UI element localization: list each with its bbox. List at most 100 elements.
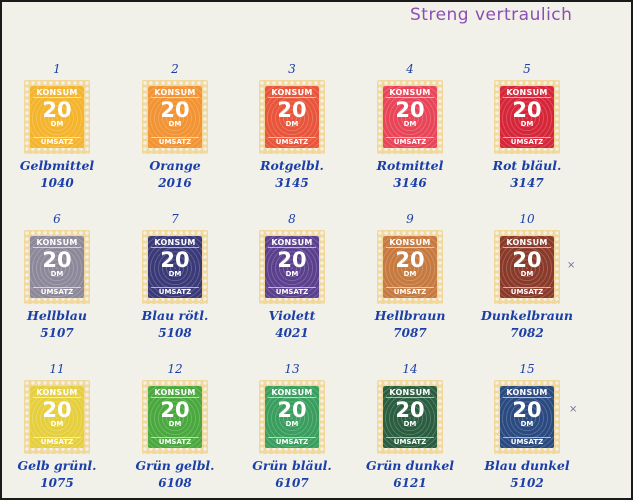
stamp-number: 3 (288, 62, 296, 76)
stamp-catalog-number: 6107 (275, 476, 309, 490)
stamp-number: 2 (171, 62, 179, 76)
stamp-top-text: KONSUM (151, 88, 199, 98)
stamp: KONSUM 20 DM UMSATZ (259, 80, 325, 154)
stamp-color-label: Blau rötl. (141, 308, 209, 323)
stamp-unit: DM (168, 120, 182, 128)
stamp-unit: DM (50, 420, 64, 428)
stamp-face: KONSUM 20 DM UMSATZ (383, 236, 437, 298)
stamp-color-label: Grün gelbl. (135, 458, 215, 473)
stamp-top-text: KONSUM (268, 388, 316, 398)
stamp-number: 14 (402, 362, 418, 376)
stamp-number: 12 (167, 362, 183, 376)
stamp-value: 20 (160, 98, 190, 122)
stamp-value: 20 (395, 98, 425, 122)
stamp-catalog-number: 5102 (510, 476, 544, 490)
stamp-face: KONSUM 20 DM UMSATZ (30, 386, 84, 448)
stamp-face: KONSUM 20 DM UMSATZ (148, 386, 202, 448)
stamp-number: 10 (519, 212, 535, 226)
stamp-bottom-text: UMSATZ (268, 287, 316, 296)
stamp: KONSUM 20 DM UMSATZ (142, 80, 208, 154)
stamp-catalog-number: 7082 (510, 326, 544, 340)
stamp-bottom-text: UMSATZ (386, 287, 434, 296)
stamp: KONSUM 20 DM UMSATZ (377, 230, 443, 304)
stamp-number: 1 (53, 62, 61, 76)
stamp-bottom-text: UMSATZ (151, 287, 199, 296)
stamp-bottom-text: UMSATZ (386, 137, 434, 146)
stamp-top-text: KONSUM (503, 88, 551, 98)
stamp-bottom-text: UMSATZ (151, 437, 199, 446)
stamp-catalog-number: 7087 (393, 326, 427, 340)
stamp-unit: DM (520, 120, 534, 128)
stamp-catalog-number: 3147 (510, 176, 544, 190)
stamp-face: KONSUM 20 DM UMSATZ (265, 86, 319, 148)
stamp-bottom-text: UMSATZ (386, 437, 434, 446)
stamp-top-text: KONSUM (503, 238, 551, 248)
stamp-value: 20 (277, 248, 307, 272)
stamp-unit: DM (50, 120, 64, 128)
stamp-catalog-number: 5108 (158, 326, 192, 340)
stamp: KONSUM 20 DM UMSATZ (24, 230, 90, 304)
pencil-mark: × (567, 260, 576, 271)
stamp-catalog-number: 2016 (158, 176, 192, 190)
stamp-bottom-text: UMSATZ (33, 137, 81, 146)
stamp-color-label: Hellbraun (374, 308, 446, 323)
stamp-value: 20 (512, 248, 542, 272)
stamp-color-label: Rotgelbl. (260, 158, 324, 173)
stamp-unit: DM (403, 270, 417, 278)
stamp-top-text: KONSUM (151, 388, 199, 398)
stamp-top-text: KONSUM (503, 388, 551, 398)
stamp: KONSUM 20 DM UMSATZ (494, 230, 560, 304)
stamp: KONSUM 20 DM UMSATZ (142, 380, 208, 454)
stamp-number: 7 (171, 212, 179, 226)
stamp-value: 20 (160, 398, 190, 422)
stamp-unit: DM (403, 420, 417, 428)
stamp-catalog-number: 4021 (275, 326, 309, 340)
stamp-bottom-text: UMSATZ (33, 437, 81, 446)
stamp-number: 5 (523, 62, 531, 76)
stamp-bottom-text: UMSATZ (151, 137, 199, 146)
stamp-unit: DM (50, 270, 64, 278)
stamp-catalog-number: 5107 (40, 326, 74, 340)
stamp-catalog-number: 3145 (275, 176, 309, 190)
stamp-top-text: KONSUM (386, 388, 434, 398)
stamp-face: KONSUM 20 DM UMSATZ (500, 386, 554, 448)
stamp-color-label: Blau dunkel (484, 458, 570, 473)
stamp-color-label: Grün bläul. (252, 458, 332, 473)
stamp-value: 20 (395, 248, 425, 272)
stamp-color-label: Dunkelbraun (481, 308, 573, 323)
stamp-top-text: KONSUM (268, 238, 316, 248)
stamp-face: KONSUM 20 DM UMSATZ (265, 386, 319, 448)
stamp-face: KONSUM 20 DM UMSATZ (383, 86, 437, 148)
stamp: KONSUM 20 DM UMSATZ (494, 80, 560, 154)
stamp-face: KONSUM 20 DM UMSATZ (500, 236, 554, 298)
stamp-value: 20 (277, 98, 307, 122)
stamp-number: 6 (53, 212, 61, 226)
stamp-top-text: KONSUM (386, 88, 434, 98)
stamp-number: 13 (284, 362, 300, 376)
stamp: KONSUM 20 DM UMSATZ (259, 380, 325, 454)
stamp: KONSUM 20 DM UMSATZ (494, 380, 560, 454)
stamp-unit: DM (168, 270, 182, 278)
stamp-color-label: Violett (268, 308, 316, 323)
stamp-top-text: KONSUM (386, 238, 434, 248)
stamp-bottom-text: UMSATZ (503, 287, 551, 296)
stamp-value: 20 (395, 398, 425, 422)
stamp: KONSUM 20 DM UMSATZ (24, 80, 90, 154)
stamp-number: 15 (519, 362, 535, 376)
stamp-bottom-text: UMSATZ (268, 437, 316, 446)
stamp-value: 20 (277, 398, 307, 422)
stamp-unit: DM (285, 270, 299, 278)
stamp-unit: DM (168, 420, 182, 428)
stamp-unit: DM (520, 270, 534, 278)
stamp-catalog-number: 1075 (40, 476, 74, 490)
stamp-value: 20 (512, 98, 542, 122)
stamp-bottom-text: UMSATZ (503, 437, 551, 446)
stamp-value: 20 (42, 98, 72, 122)
stamp: KONSUM 20 DM UMSATZ (377, 380, 443, 454)
stamp-catalog-number: 6108 (158, 476, 192, 490)
stamp-value: 20 (512, 398, 542, 422)
stamp-catalog-number: 1040 (40, 176, 74, 190)
stamp-value: 20 (42, 398, 72, 422)
stamp-bottom-text: UMSATZ (503, 137, 551, 146)
